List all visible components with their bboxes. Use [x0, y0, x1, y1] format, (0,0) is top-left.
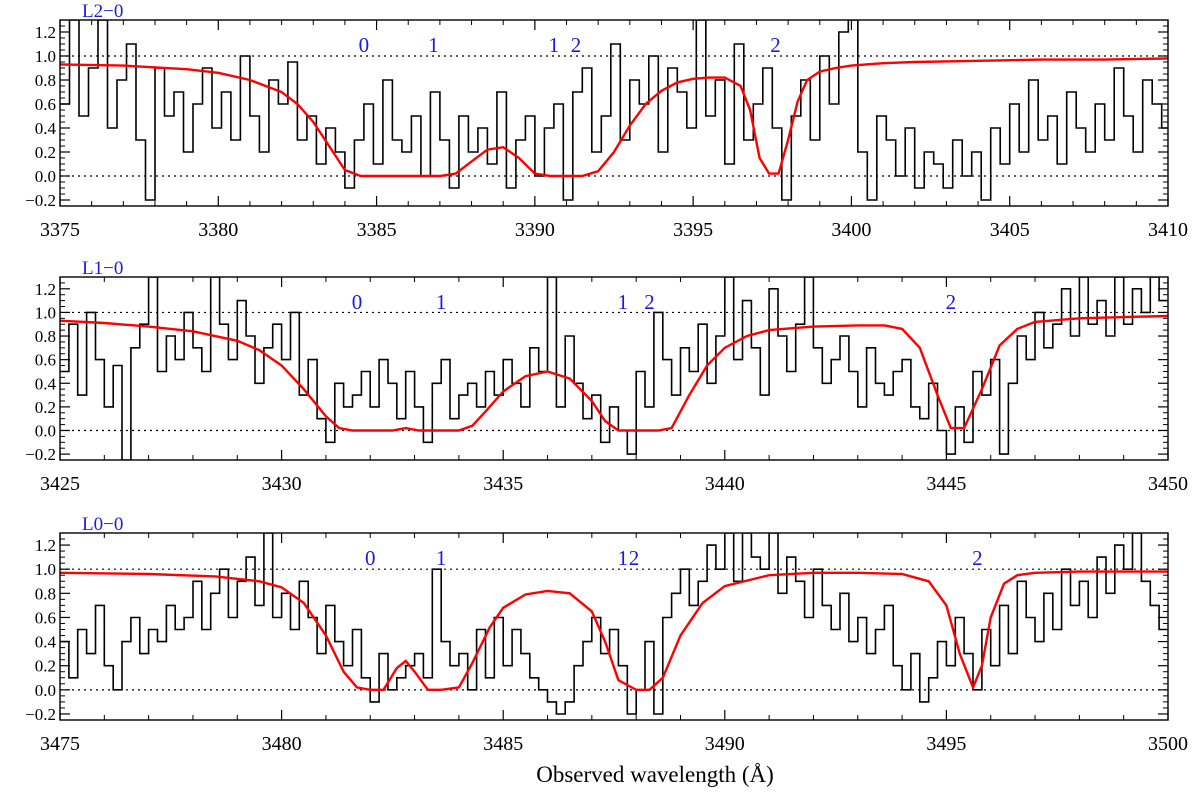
- transition-label: 1: [436, 290, 447, 314]
- y-tick-label: 1.2: [35, 536, 56, 555]
- x-tick-label: 3430: [262, 473, 302, 495]
- y-tick-label: 0.4: [35, 119, 57, 138]
- x-axis-label: Observed wavelength (Å): [536, 762, 774, 787]
- model-fit: [60, 314, 1168, 432]
- plot-frame: [59, 532, 1169, 721]
- model-fit: [60, 57, 1168, 178]
- data-spectrum: [60, 277, 1168, 460]
- panel-0: 3375 3380 3385 3390 3395 3400 3405 3410 −0.2 0.0 0…: [25, 1, 1188, 241]
- y-tick-label: 0.4: [35, 633, 57, 652]
- transition-label: 0: [365, 546, 376, 570]
- series-group: [60, 277, 1168, 460]
- transition-label: 0: [359, 33, 370, 57]
- y-tick-label: 1.2: [35, 280, 56, 299]
- x-tick-label: 3375: [40, 219, 80, 241]
- transition-label: 1: [436, 546, 447, 570]
- transition-label: 2: [571, 33, 582, 57]
- y-tick-label: −0.2: [25, 705, 56, 724]
- plot-frame: [59, 276, 1169, 461]
- x-tick-label: 3425: [40, 473, 80, 495]
- data-spectrum: [60, 20, 1168, 201]
- y-tick-label: 0.8: [35, 71, 56, 90]
- y-tick-label: 0.0: [35, 421, 56, 440]
- transition-label: 2: [629, 546, 640, 570]
- x-tick-label: 3495: [926, 733, 966, 755]
- x-tick-label: 3385: [357, 219, 397, 241]
- x-tick-label: 3445: [926, 473, 966, 495]
- series-group: [60, 20, 1168, 201]
- data-spectrum: [60, 533, 1168, 715]
- x-tick-label: 3395: [673, 219, 713, 241]
- x-tick-label: 3380: [198, 219, 238, 241]
- transition-label: 1: [618, 546, 629, 570]
- y-tick-label: 0.6: [35, 608, 56, 627]
- x-tick-label: 3480: [262, 733, 302, 755]
- x-tick-label: 3490: [705, 733, 745, 755]
- panel-title: L0−0: [82, 514, 123, 535]
- series-group: [60, 533, 1168, 715]
- panels: 3375 3380 3385 3390 3395 3400 3405 3410 −0.2 0.0 0…: [25, 1, 1188, 755]
- panel-2: 3475 3480 3485 3490 3495 3500 −0.2 0.0 0.2 0.4 0.6…: [25, 514, 1188, 755]
- panel-title: L1−0: [82, 258, 123, 279]
- y-tick-label: 0.2: [35, 657, 56, 676]
- y-tick-label: 0.8: [35, 584, 56, 603]
- y-tick-label: −0.2: [25, 445, 56, 464]
- x-tick-label: 3450: [1148, 473, 1188, 495]
- panel-1: 3425 3430 3435 3440 3445 3450 −0.2 0.0 0.2 0.4 0.6…: [25, 258, 1188, 495]
- y-tick-label: 0.0: [35, 681, 56, 700]
- transition-label: 2: [946, 290, 957, 314]
- x-tick-label: 3485: [483, 733, 523, 755]
- y-tick-label: 0.2: [35, 398, 56, 417]
- y-tick-label: 0.2: [35, 143, 56, 162]
- x-tick-label: 3475: [40, 733, 80, 755]
- transition-label: 0: [352, 290, 363, 314]
- panel-title: L2−0: [82, 1, 123, 22]
- transition-label: 2: [770, 33, 781, 57]
- y-tick-label: 1.2: [35, 23, 56, 42]
- y-tick-label: 1.0: [35, 560, 56, 579]
- plot-frame: [59, 19, 1169, 207]
- transition-label: 2: [972, 546, 983, 570]
- x-tick-label: 3405: [990, 219, 1030, 241]
- x-tick-label: 3390: [515, 219, 555, 241]
- x-tick-label: 3435: [483, 473, 523, 495]
- x-tick-label: 3400: [831, 219, 871, 241]
- transition-label: 1: [428, 33, 439, 57]
- y-tick-label: 0.0: [35, 167, 56, 186]
- x-tick-label: 3440: [705, 473, 745, 495]
- y-tick-label: 1.0: [35, 303, 56, 322]
- transition-label: 1: [549, 33, 560, 57]
- model-fit: [60, 570, 1168, 691]
- x-tick-label: 3410: [1148, 219, 1188, 241]
- y-tick-label: 1.0: [35, 47, 56, 66]
- x-tick-label: 3500: [1148, 733, 1188, 755]
- y-tick-label: 0.8: [35, 327, 56, 346]
- y-tick-label: 0.6: [35, 95, 56, 114]
- transition-label: 2: [644, 290, 655, 314]
- y-tick-label: 0.6: [35, 351, 56, 370]
- y-tick-label: −0.2: [25, 191, 56, 210]
- transition-label: 1: [618, 290, 629, 314]
- y-tick-label: 0.4: [35, 374, 57, 393]
